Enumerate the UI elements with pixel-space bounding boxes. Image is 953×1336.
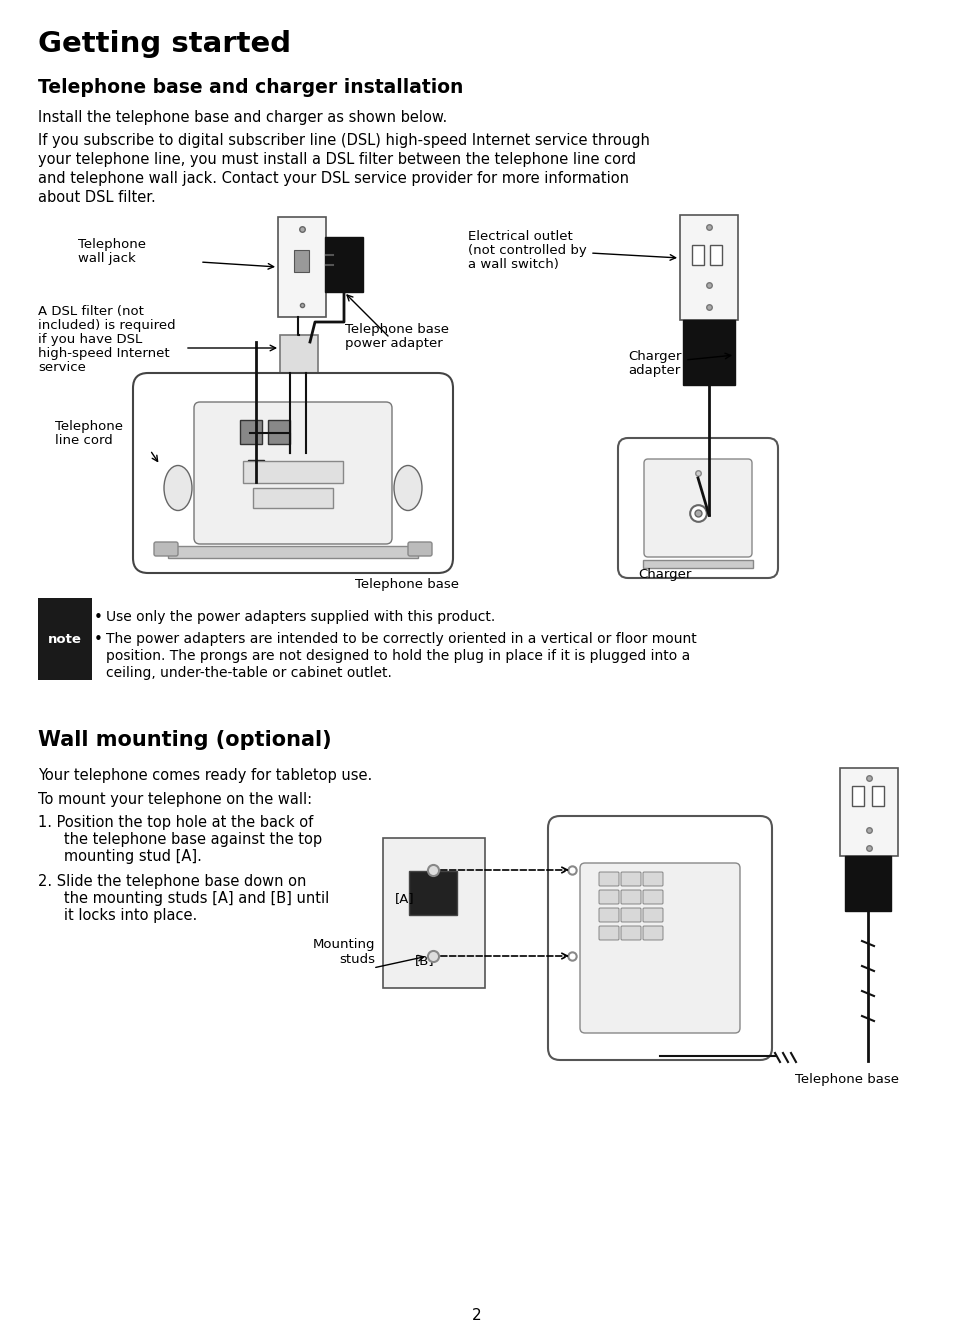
- FancyBboxPatch shape: [618, 438, 778, 578]
- Text: To mount your telephone on the wall:: To mount your telephone on the wall:: [38, 792, 312, 807]
- Text: Charger: Charger: [638, 568, 691, 581]
- FancyBboxPatch shape: [871, 786, 883, 806]
- Text: The power adapters are intended to be correctly oriented in a vertical or floor : The power adapters are intended to be co…: [106, 632, 696, 647]
- Text: Telephone: Telephone: [55, 420, 123, 433]
- Ellipse shape: [164, 465, 192, 510]
- Text: 2. Slide the telephone base down on: 2. Slide the telephone base down on: [38, 874, 306, 888]
- FancyBboxPatch shape: [38, 599, 91, 680]
- Text: •: •: [94, 611, 103, 625]
- Text: line cord: line cord: [55, 434, 112, 448]
- Text: [A]: [A]: [395, 892, 415, 904]
- Text: power adapter: power adapter: [345, 337, 442, 350]
- FancyBboxPatch shape: [642, 872, 662, 886]
- Text: and telephone wall jack. Contact your DSL service provider for more information: and telephone wall jack. Contact your DS…: [38, 171, 628, 186]
- FancyBboxPatch shape: [280, 335, 317, 373]
- Text: ceiling, under-the-table or cabinet outlet.: ceiling, under-the-table or cabinet outl…: [106, 667, 392, 680]
- FancyBboxPatch shape: [844, 856, 890, 911]
- Ellipse shape: [394, 465, 421, 510]
- FancyBboxPatch shape: [153, 542, 178, 556]
- Text: Use only the power adapters supplied with this product.: Use only the power adapters supplied wit…: [106, 611, 495, 624]
- FancyBboxPatch shape: [642, 890, 662, 904]
- Text: (not controlled by: (not controlled by: [468, 244, 586, 257]
- Text: wall jack: wall jack: [78, 253, 135, 265]
- FancyBboxPatch shape: [325, 236, 363, 293]
- FancyBboxPatch shape: [268, 420, 290, 444]
- FancyBboxPatch shape: [620, 872, 640, 886]
- FancyBboxPatch shape: [193, 402, 392, 544]
- Text: Mounting: Mounting: [313, 938, 375, 951]
- Text: If you subscribe to digital subscriber line (DSL) high-speed Internet service th: If you subscribe to digital subscriber l…: [38, 134, 649, 148]
- FancyBboxPatch shape: [277, 216, 326, 317]
- Text: Getting started: Getting started: [38, 29, 291, 57]
- FancyBboxPatch shape: [679, 215, 738, 321]
- Text: note: note: [48, 632, 82, 645]
- Text: A DSL filter (not: A DSL filter (not: [38, 305, 144, 318]
- FancyBboxPatch shape: [642, 926, 662, 941]
- FancyBboxPatch shape: [253, 488, 333, 508]
- Text: Telephone: Telephone: [78, 238, 146, 251]
- FancyBboxPatch shape: [620, 926, 640, 941]
- FancyBboxPatch shape: [408, 542, 432, 556]
- Text: high-speed Internet: high-speed Internet: [38, 347, 170, 359]
- FancyBboxPatch shape: [598, 890, 618, 904]
- FancyBboxPatch shape: [132, 373, 453, 573]
- Text: it locks into place.: it locks into place.: [50, 908, 197, 923]
- Text: Telephone base: Telephone base: [355, 578, 458, 591]
- Text: about DSL filter.: about DSL filter.: [38, 190, 155, 204]
- FancyBboxPatch shape: [682, 321, 734, 385]
- FancyBboxPatch shape: [642, 908, 662, 922]
- Text: adapter: adapter: [627, 363, 679, 377]
- Text: studs: studs: [338, 953, 375, 966]
- Text: position. The prongs are not designed to hold the plug in place if it is plugged: position. The prongs are not designed to…: [106, 649, 690, 663]
- FancyBboxPatch shape: [851, 786, 863, 806]
- FancyBboxPatch shape: [598, 872, 618, 886]
- Text: service: service: [38, 361, 86, 374]
- Text: the mounting studs [A] and [B] until: the mounting studs [A] and [B] until: [50, 891, 329, 906]
- Text: Electrical outlet: Electrical outlet: [468, 230, 572, 243]
- FancyBboxPatch shape: [294, 250, 309, 273]
- FancyBboxPatch shape: [579, 863, 740, 1033]
- Text: •: •: [94, 632, 103, 647]
- FancyBboxPatch shape: [642, 560, 752, 568]
- FancyBboxPatch shape: [598, 908, 618, 922]
- FancyBboxPatch shape: [409, 871, 456, 915]
- FancyBboxPatch shape: [620, 890, 640, 904]
- Text: Wall mounting (optional): Wall mounting (optional): [38, 729, 332, 749]
- Text: [B]: [B]: [415, 954, 435, 967]
- FancyBboxPatch shape: [643, 460, 751, 557]
- FancyBboxPatch shape: [598, 926, 618, 941]
- Text: 1. Position the top hole at the back of: 1. Position the top hole at the back of: [38, 815, 313, 830]
- Text: mounting stud [A].: mounting stud [A].: [50, 848, 202, 864]
- Text: 2: 2: [472, 1308, 481, 1323]
- FancyBboxPatch shape: [709, 244, 721, 265]
- Text: if you have DSL: if you have DSL: [38, 333, 142, 346]
- Text: a wall switch): a wall switch): [468, 258, 558, 271]
- FancyBboxPatch shape: [691, 244, 703, 265]
- Text: included) is required: included) is required: [38, 319, 175, 333]
- FancyBboxPatch shape: [547, 816, 771, 1059]
- FancyBboxPatch shape: [382, 838, 484, 989]
- Text: Telephone base and charger installation: Telephone base and charger installation: [38, 77, 463, 98]
- FancyBboxPatch shape: [840, 768, 897, 856]
- Text: Your telephone comes ready for tabletop use.: Your telephone comes ready for tabletop …: [38, 768, 372, 783]
- FancyBboxPatch shape: [243, 461, 343, 484]
- Text: Charger: Charger: [627, 350, 680, 363]
- FancyBboxPatch shape: [248, 460, 264, 482]
- Text: Telephone base: Telephone base: [794, 1073, 898, 1086]
- FancyBboxPatch shape: [168, 546, 417, 558]
- Text: your telephone line, you must install a DSL filter between the telephone line co: your telephone line, you must install a …: [38, 152, 636, 167]
- Text: Telephone base: Telephone base: [345, 323, 449, 335]
- FancyBboxPatch shape: [620, 908, 640, 922]
- Text: Install the telephone base and charger as shown below.: Install the telephone base and charger a…: [38, 110, 447, 126]
- FancyBboxPatch shape: [240, 420, 262, 444]
- Text: the telephone base against the top: the telephone base against the top: [50, 832, 322, 847]
